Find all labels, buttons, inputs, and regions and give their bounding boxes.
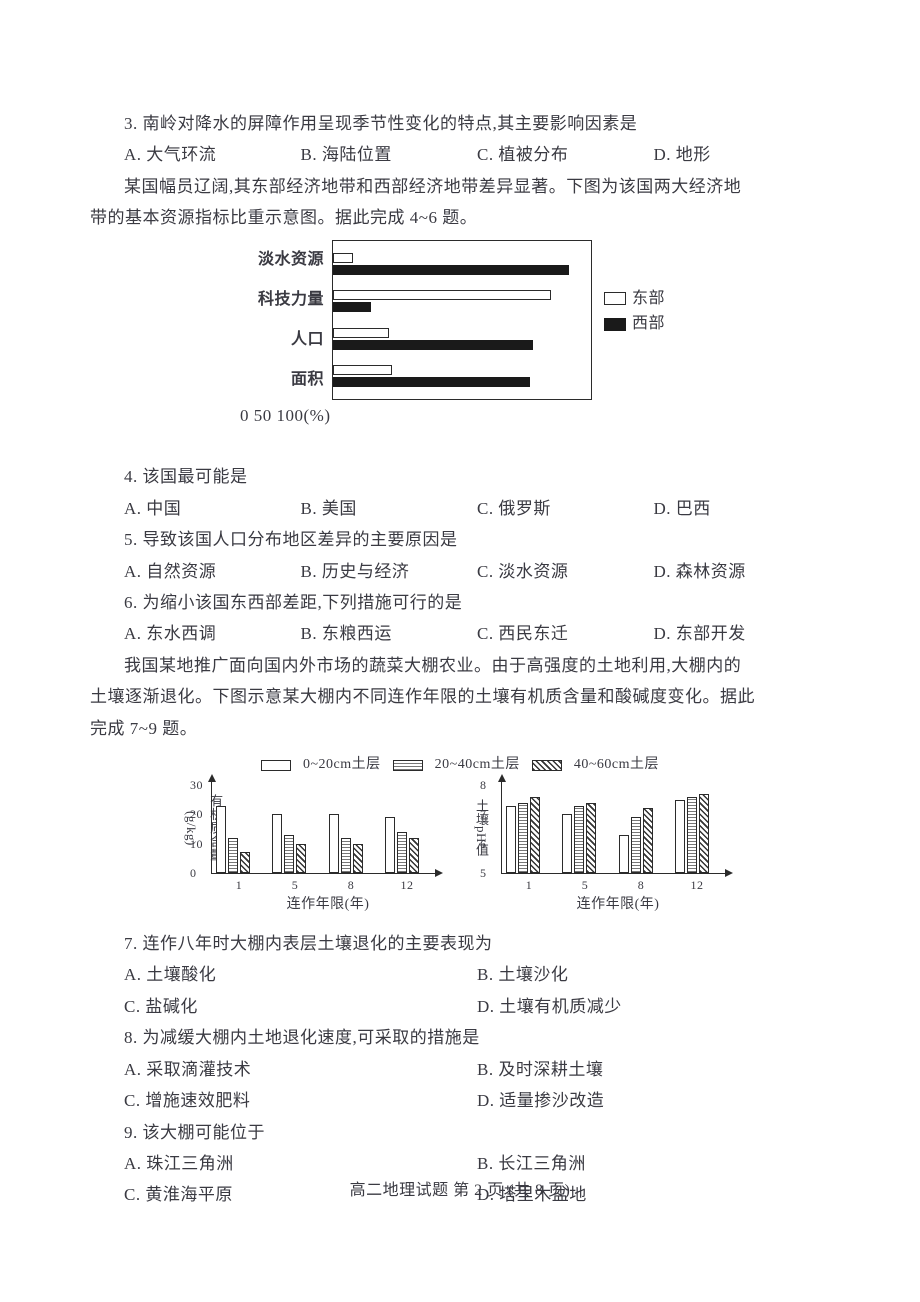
legend-c: 40~60cm土层 xyxy=(574,752,659,778)
q5-options: A. 自然资源 B. 历史与经济 C. 淡水资源 D. 森林资源 xyxy=(90,556,830,587)
resource-bar-chart: 淡水资源 科技力量 人口 面积 东部 西部 0 50 100(%) xyxy=(240,240,680,457)
page-footer: 高二地理试题 第 2 页 (共 8 页) xyxy=(0,1176,920,1206)
ylabel-3: 面积 xyxy=(240,365,324,395)
q4-a: A. 中国 xyxy=(124,493,301,524)
intro46-l1: 某国幅员辽阔,其东部经济地带和西部经济地带差异显著。下图为该国两大经济地 xyxy=(90,171,830,202)
q8-b: B. 及时深耕土壤 xyxy=(477,1054,830,1085)
q6-options: A. 东水西调 B. 东粮西运 C. 西民东迁 D. 东部开发 xyxy=(90,618,830,649)
q8-stem: 8. 为减缓大棚内土地退化速度,可采取的措施是 xyxy=(90,1022,830,1053)
q7-b: B. 土壤沙化 xyxy=(477,959,830,990)
q5-b: B. 历史与经济 xyxy=(301,556,478,587)
swatch-east xyxy=(604,292,626,305)
q3-d: D. 地形 xyxy=(654,139,831,170)
q5-d: D. 森林资源 xyxy=(654,556,831,587)
left-xaxis: 15812 xyxy=(211,874,435,892)
legend-west: 西部 xyxy=(632,311,665,337)
swatch-west xyxy=(604,318,626,331)
ph-chart: 土壤pH值 5678 15812 连作年限(年) xyxy=(475,782,735,918)
right-plot: 5678 xyxy=(501,782,725,874)
q3-b: B. 海陆位置 xyxy=(301,139,478,170)
q3-stem: 3. 南岭对降水的屏障作用呈现季节性变化的特点,其主要影响因素是 xyxy=(90,108,830,139)
intro79-l1: 我国某地推广面向国内外市场的蔬菜大棚农业。由于高强度的土地利用,大棚内的 xyxy=(90,650,830,681)
intro79-l2: 土壤逐渐退化。下图示意某大棚内不同连作年限的土壤有机质含量和酸碱度变化。据此 xyxy=(90,681,830,712)
q7-stem: 7. 连作八年时大棚内表层土壤退化的主要表现为 xyxy=(90,928,830,959)
q6-a: A. 东水西调 xyxy=(124,618,301,649)
swatch-layer-c xyxy=(532,760,562,771)
q3-options: A. 大气环流 B. 海陆位置 C. 植被分布 D. 地形 xyxy=(90,139,830,170)
q7-c: C. 盐碱化 xyxy=(124,991,477,1022)
xtick-100: 100(%) xyxy=(277,406,331,425)
chart1-xaxis: 0 50 100(%) xyxy=(240,400,680,431)
xtick-50: 50 xyxy=(254,406,272,425)
exam-page: 3. 南岭对降水的屏障作用呈现季节性变化的特点,其主要影响因素是 A. 大气环流… xyxy=(0,0,920,1302)
q9-stem: 9. 该大棚可能位于 xyxy=(90,1117,830,1148)
q4-b: B. 美国 xyxy=(301,493,478,524)
chart1-legend: 东部 西部 xyxy=(604,286,665,337)
legend-b: 20~40cm土层 xyxy=(435,752,520,778)
q6-c: C. 西民东迁 xyxy=(477,618,654,649)
intro79-l3: 完成 7~9 题。 xyxy=(90,713,830,744)
q6-b: B. 东粮西运 xyxy=(301,618,478,649)
legend-east: 东部 xyxy=(632,286,665,312)
ylabel-2: 人口 xyxy=(240,325,324,355)
chart1-ylabels: 淡水资源 科技力量 人口 面积 xyxy=(240,240,332,400)
right-xaxis: 15812 xyxy=(501,874,725,892)
q9-b: B. 长江三角洲 xyxy=(477,1148,830,1179)
q4-d: D. 巴西 xyxy=(654,493,831,524)
q7-options: A. 土壤酸化 C. 盐碱化 B. 土壤沙化 D. 土壤有机质减少 xyxy=(90,959,830,1022)
legend-a: 0~20cm土层 xyxy=(303,752,381,778)
q4-stem: 4. 该国最可能是 xyxy=(90,461,830,492)
q3-c: C. 植被分布 xyxy=(477,139,654,170)
q7-a: A. 土壤酸化 xyxy=(124,959,477,990)
q8-options: A. 采取滴灌技术 C. 增施速效肥料 B. 及时深耕土壤 D. 适量掺沙改造 xyxy=(90,1054,830,1117)
q6-stem: 6. 为缩小该国东西部差距,下列措施可行的是 xyxy=(90,587,830,618)
ylabel-0: 淡水资源 xyxy=(240,245,324,275)
soil-charts: 0~20cm土层 20~40cm土层 40~60cm土层 有机质含量(g/kg)… xyxy=(180,752,740,918)
q8-d: D. 适量掺沙改造 xyxy=(477,1085,830,1116)
left-plot: 0102030 xyxy=(211,782,435,874)
xtick-0: 0 xyxy=(240,406,249,425)
chart1-plot xyxy=(332,240,592,400)
q5-a: A. 自然资源 xyxy=(124,556,301,587)
intro46-l2: 带的基本资源指标比重示意图。据此完成 4~6 题。 xyxy=(90,202,830,233)
q4-options: A. 中国 B. 美国 C. 俄罗斯 D. 巴西 xyxy=(90,493,830,524)
q5-stem: 5. 导致该国人口分布地区差异的主要原因是 xyxy=(90,524,830,555)
ylabel-1: 科技力量 xyxy=(240,285,324,315)
q9-a: A. 珠江三角洲 xyxy=(124,1148,477,1179)
chart2-legend: 0~20cm土层 20~40cm土层 40~60cm土层 xyxy=(180,752,740,778)
q6-d: D. 东部开发 xyxy=(654,618,831,649)
q4-c: C. 俄罗斯 xyxy=(477,493,654,524)
q7-d: D. 土壤有机质减少 xyxy=(477,991,830,1022)
organic-chart: 有机质含量(g/kg) 0102030 15812 连作年限(年) xyxy=(185,782,445,918)
q5-c: C. 淡水资源 xyxy=(477,556,654,587)
swatch-layer-a xyxy=(261,760,291,771)
swatch-layer-b xyxy=(393,760,423,771)
q8-a: A. 采取滴灌技术 xyxy=(124,1054,477,1085)
q8-c: C. 增施速效肥料 xyxy=(124,1085,477,1116)
q3-a: A. 大气环流 xyxy=(124,139,301,170)
